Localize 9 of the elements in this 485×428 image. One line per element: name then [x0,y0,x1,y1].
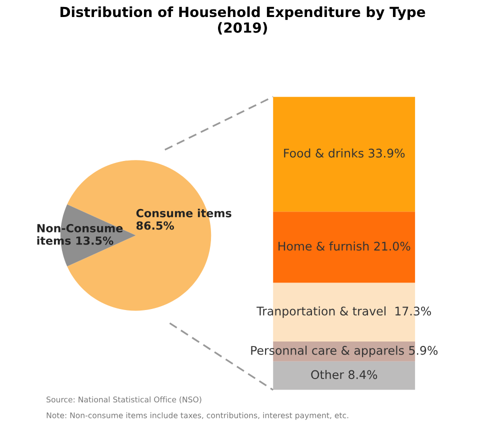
bar [273,96,416,212]
bar [273,212,416,283]
data-label: Other 8.4% [311,370,378,380]
chart-title: Distribution of Household Expenditure by Type (2019) [60,6,426,34]
data-label: Tranportation & travel 17.3% [256,306,431,318]
data-label: Home & furnish 21.0% [278,242,410,251]
data-label: Food & drinks 33.9% [284,148,405,158]
bar [273,361,416,390]
data-label: 86.5% [136,221,174,230]
